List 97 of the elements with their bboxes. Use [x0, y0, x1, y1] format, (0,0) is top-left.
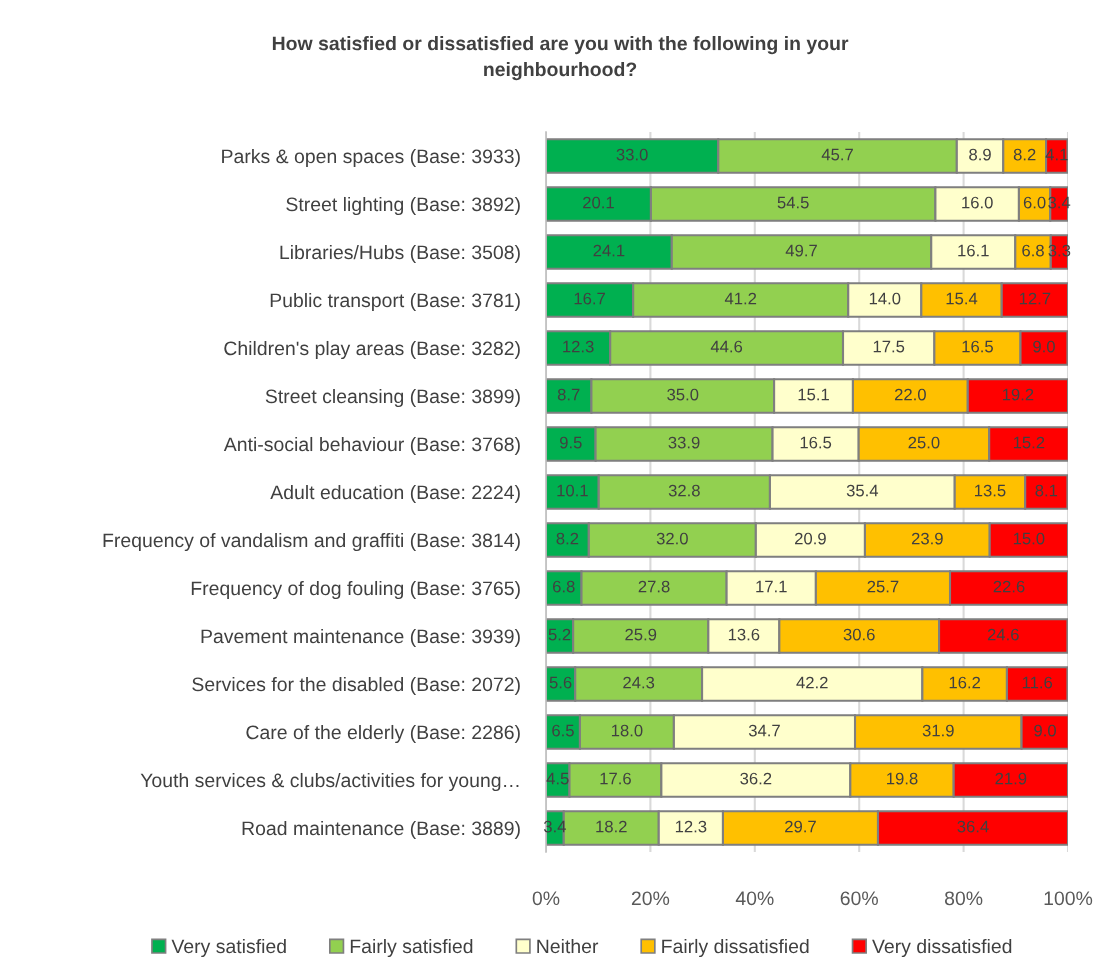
data-label: 16.2: [949, 676, 981, 689]
data-label: 12.7: [1019, 292, 1051, 305]
data-label: 17.1: [756, 580, 787, 593]
data-label: 15.0: [1013, 532, 1045, 545]
legend-label: Very dissatisfied: [872, 938, 1012, 958]
data-label: 33.0: [616, 148, 648, 161]
legend-label: Fairly dissatisfied: [662, 938, 809, 958]
data-label: 36.4: [957, 820, 989, 833]
data-label: 16.0: [962, 196, 993, 209]
data-label: 10.1: [557, 484, 588, 497]
data-label: 8.7: [557, 388, 580, 401]
y-tick-label: Frequency of dog fouling (Base: 3765): [191, 580, 520, 600]
data-label: 41.2: [724, 292, 757, 305]
y-tick-label: Pavement maintenance (Base: 3939): [201, 628, 520, 648]
data-label: 8.2: [556, 532, 579, 545]
x-tick-label: 100%: [1044, 891, 1093, 906]
data-label: 36.2: [740, 772, 772, 785]
data-label: 5.6: [549, 676, 572, 689]
data-label: 6.8: [1022, 244, 1044, 257]
data-label: 44.6: [710, 340, 743, 353]
data-label: 16.1: [958, 244, 989, 257]
y-tick-label: Care of the elderly (Base: 2286): [246, 724, 520, 744]
data-label: 22.0: [894, 388, 926, 401]
data-label: 27.8: [638, 580, 670, 593]
y-tick-label: Frequency of vandalism and graffiti (Base: 3814): [103, 532, 520, 552]
data-label: 17.6: [600, 772, 631, 785]
data-label: 33.9: [668, 436, 700, 449]
data-label: 8.9: [969, 148, 991, 161]
y-tick-label: Libraries/Hubs (Base: 3508): [280, 244, 520, 264]
x-tick-label: 20%: [631, 891, 670, 906]
y-tick-label: Street lighting (Base: 3892): [286, 196, 520, 216]
legend-label: Fairly satisfied: [350, 938, 473, 958]
data-label: 13.5: [975, 484, 1006, 497]
data-label: 11.6: [1022, 676, 1053, 689]
data-label: 24.3: [623, 676, 655, 689]
data-label: 25.0: [908, 436, 940, 449]
data-label: 17.5: [873, 340, 905, 353]
chart-title: How satisfied or dissatisfied are you with the following in your neighbourhood?: [272, 36, 849, 81]
y-tick-label: Adult education (Base: 2224): [270, 484, 520, 504]
data-label: 5.2: [548, 628, 571, 641]
data-label: 25.7: [867, 580, 899, 593]
data-label: 35.0: [667, 388, 699, 401]
data-label: 15.2: [1013, 436, 1045, 449]
data-label: 12.3: [675, 820, 707, 833]
x-tick-label: 60%: [840, 891, 878, 906]
data-label: 15.1: [798, 388, 829, 401]
data-label: 16.5: [962, 340, 993, 353]
data-label: 42.2: [796, 676, 828, 689]
data-label: 29.7: [785, 820, 816, 833]
data-label: 34.7: [748, 724, 780, 737]
data-label: 15.4: [946, 292, 978, 305]
data-label: 18.0: [611, 724, 643, 737]
x-tick-label: 0%: [532, 891, 560, 906]
data-label: 14.0: [869, 292, 901, 305]
y-tick-label: Public transport (Base: 3781): [270, 292, 520, 312]
x-tick-label: 80%: [944, 891, 983, 906]
data-label: 31.9: [922, 724, 954, 737]
data-label: 13.6: [728, 628, 760, 641]
data-label: 18.2: [596, 820, 627, 833]
data-label: 25.9: [625, 628, 657, 641]
data-label: 9.0: [1033, 340, 1055, 353]
data-label: 54.5: [777, 196, 809, 209]
data-label: 9.0: [1034, 724, 1056, 737]
legend-label: Very satisfied: [171, 938, 286, 958]
data-label: 12.3: [563, 340, 594, 353]
x-tick-label: 40%: [735, 891, 774, 906]
data-label: 16.7: [574, 292, 605, 305]
y-tick-label: Children's play areas (Base: 3282): [224, 340, 520, 360]
y-tick-label: Youth services & clubs/activities for young…: [140, 772, 519, 792]
y-tick-label: Parks & open spaces (Base: 3933): [222, 148, 520, 168]
data-label: 20.1: [583, 196, 614, 209]
data-label: 49.7: [785, 244, 817, 257]
data-label: 32.0: [656, 532, 688, 545]
y-tick-label: Anti-social behaviour (Base: 3768): [223, 436, 520, 456]
data-label: 9.5: [559, 436, 582, 449]
data-label: 35.4: [846, 484, 879, 497]
data-label: 8.2: [1013, 148, 1036, 161]
data-label: 19.2: [1002, 388, 1034, 401]
data-label: 6.8: [553, 580, 575, 593]
legend-label: Neither: [537, 938, 599, 954]
data-label: 32.8: [668, 484, 700, 497]
data-label: 23.9: [911, 532, 943, 545]
data-label: 16.5: [800, 436, 832, 449]
data-label: 22.6: [993, 580, 1025, 593]
data-label: 6.5: [552, 724, 574, 737]
data-label: 30.6: [843, 628, 875, 641]
data-label: 20.9: [795, 532, 826, 545]
data-label: 24.1: [593, 244, 625, 257]
data-label: 45.7: [821, 148, 853, 161]
y-tick-label: Street cleansing (Base: 3899): [265, 388, 520, 408]
data-label: 19.8: [887, 772, 918, 785]
data-label: 6.0: [1023, 196, 1046, 209]
y-tick-label: Road maintenance (Base: 3889): [242, 820, 520, 840]
y-tick-label: Services for the disabled (Base: 2072): [192, 676, 520, 696]
data-label: 24.6: [987, 628, 1019, 641]
data-label: 8.1: [1035, 484, 1058, 497]
data-label: 21.9: [995, 772, 1027, 785]
